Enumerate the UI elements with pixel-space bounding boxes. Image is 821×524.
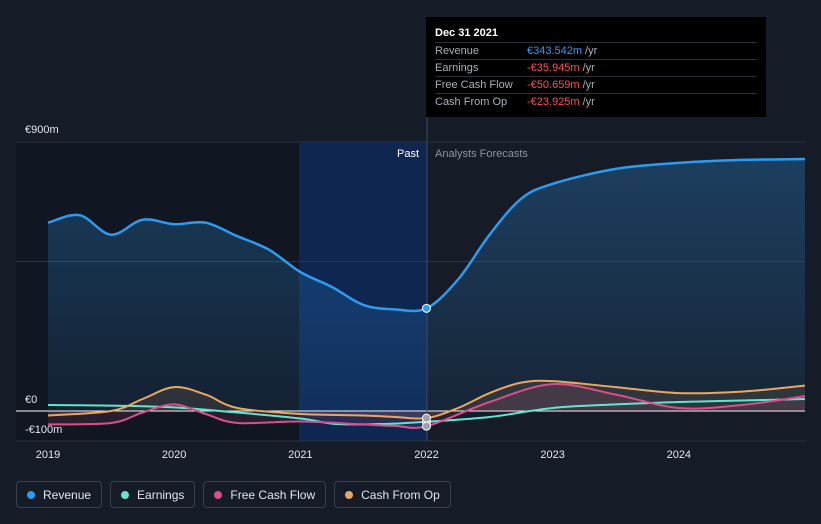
tooltip-row-unit: /yr [585, 45, 598, 57]
forecast-label: Analysts Forecasts [435, 148, 528, 160]
legend-dot-icon [27, 490, 35, 499]
tooltip-row-unit: /yr [582, 62, 595, 74]
legend-dot-icon [214, 490, 223, 499]
tooltip-row: Cash From Op -€23.925m/yr [435, 93, 757, 110]
tooltip-date: Dec 31 2021 [435, 27, 498, 39]
tooltip-row-value: -€50.659m [527, 79, 580, 91]
legend-dot-icon [121, 490, 130, 499]
series-line-cash-from-op [47, 379, 806, 420]
data-point-cash-from-op [422, 413, 431, 423]
tooltip-row: Earnings -€35.945m/yr [435, 59, 757, 76]
legend-dot-icon [345, 490, 354, 499]
tooltip-row-label: Free Cash Flow [435, 79, 513, 91]
past-label: Past [397, 148, 419, 160]
series-area-cash-from-op [48, 380, 805, 419]
tooltip-row-label: Revenue [435, 45, 480, 57]
tooltip-row-value: €343.542m [527, 45, 583, 57]
legend-item-free-cash-flow[interactable]: Free Cash Flow [203, 481, 327, 508]
tooltip-row-label: Earnings [435, 62, 479, 74]
x-tick-label: 2019 [36, 449, 60, 461]
series-area-revenue [48, 159, 805, 411]
series-line-revenue [47, 157, 806, 313]
legend-label: Revenue [43, 487, 92, 502]
legend: Revenue Earnings Free Cash Flow Cash From O… [16, 481, 451, 508]
legend-item-earnings[interactable]: Earnings [110, 481, 196, 508]
tooltip-row-label: Cash From Op [435, 96, 508, 108]
legend-label: Free Cash Flow [230, 487, 316, 502]
y-tick-top: €900m [25, 124, 59, 136]
chart-canvas: €900m €0 -€100m Past Analysts Forecasts … [16, 117, 806, 461]
tooltip-row-value: -€35.945m [527, 62, 580, 74]
tooltip: Dec 31 2021 Revenue €343.542m/yr Earnings -… [426, 17, 766, 117]
legend-item-revenue[interactable]: Revenue [16, 481, 103, 508]
tooltip-row-value: -€23.925m [527, 96, 580, 108]
x-tick-label: 2023 [540, 449, 564, 461]
data-point-free-cash-flow [422, 421, 431, 431]
x-tick-label: 2024 [667, 449, 691, 461]
tooltip-row-unit: /yr [582, 96, 595, 108]
x-tick-label: 2022 [414, 449, 438, 461]
tooltip-row: Free Cash Flow -€50.659m/yr [435, 76, 757, 93]
series-line-free-cash-flow [47, 383, 806, 429]
y-tick-bottom: -€100m [25, 424, 62, 436]
legend-item-cash-from-op[interactable]: Cash From Op [334, 481, 451, 508]
legend-label: Earnings [137, 487, 185, 502]
tooltip-row: Revenue €343.542m/yr [435, 42, 757, 59]
data-point-revenue [422, 303, 431, 313]
x-tick-label: 2020 [162, 449, 186, 461]
y-tick-zero: €0 [25, 394, 37, 406]
tooltip-row-unit: /yr [582, 79, 595, 91]
legend-label: Cash From Op [361, 487, 440, 502]
x-tick-label: 2021 [288, 449, 312, 461]
